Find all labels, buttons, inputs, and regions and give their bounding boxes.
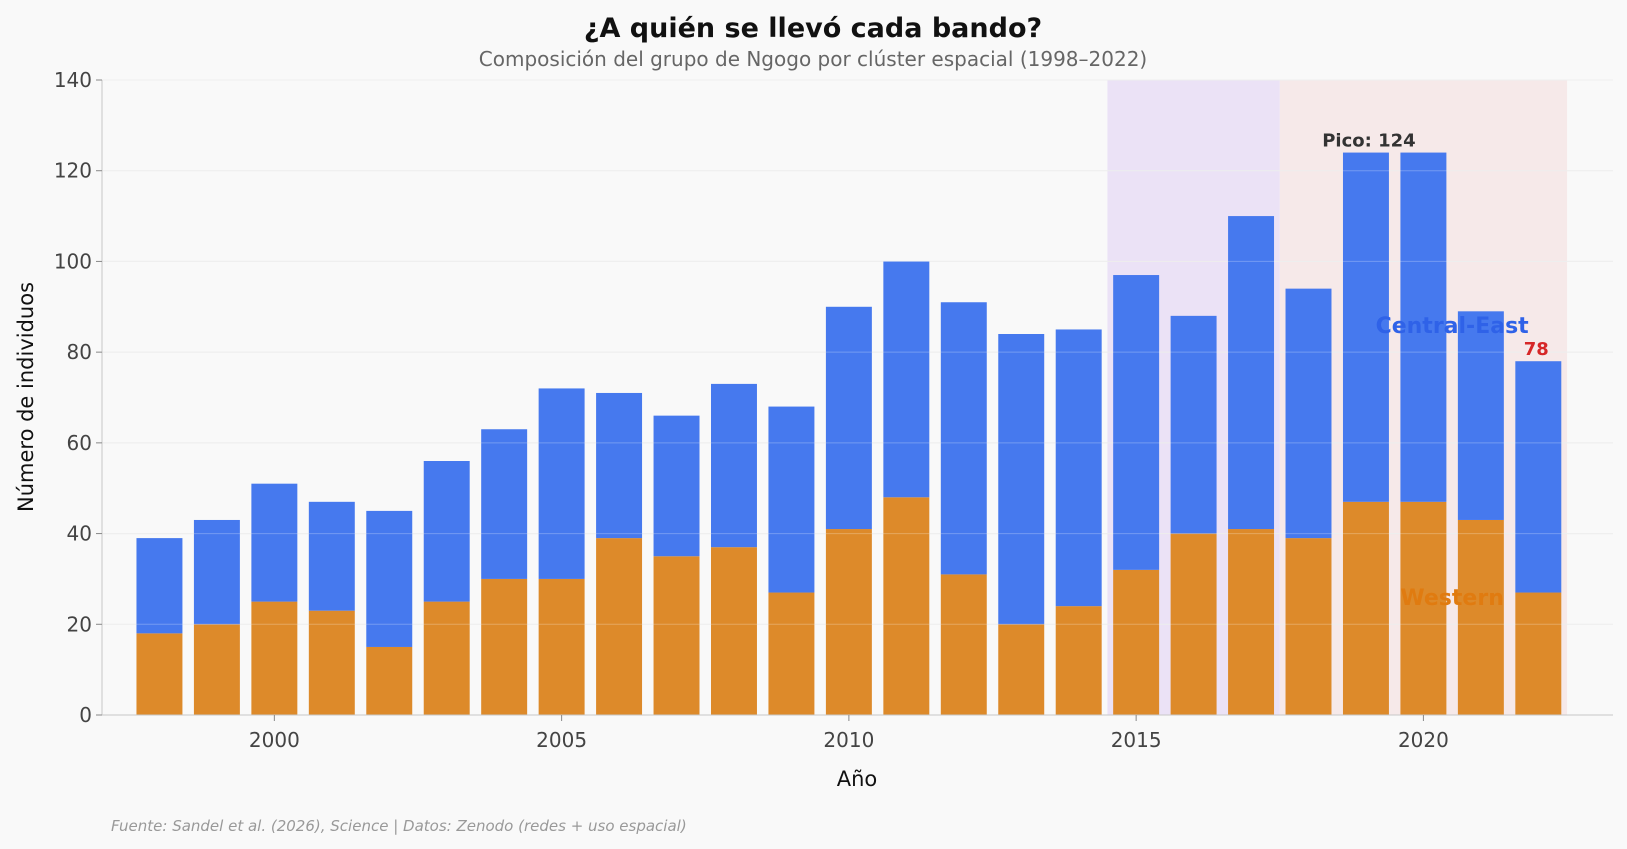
bar-central-east-2011 <box>883 261 930 498</box>
bar-central-east-2018 <box>1285 288 1332 539</box>
bar-western-2008 <box>710 547 757 715</box>
bar-western-2003 <box>423 601 470 715</box>
y-tick-label-140: 140 <box>54 68 92 92</box>
bar-western-2011 <box>883 497 930 715</box>
axes: 0 20 40 60 80 100 120 140 2000 2005 2010 2015 2020 <box>54 68 1613 752</box>
bar-western-2020 <box>1400 501 1447 715</box>
bar-western-2004 <box>481 578 528 715</box>
bar-western-2016 <box>1170 533 1217 715</box>
bars <box>102 79 1613 715</box>
x-tick-label-2015: 2015 <box>1111 728 1162 752</box>
bar-central-east-2015 <box>1113 275 1160 570</box>
series-label-central-east: Central-East <box>1376 314 1530 339</box>
bar-central-east-2019 <box>1342 152 1389 502</box>
bar-western-2005 <box>538 578 585 715</box>
x-tick-label-2010: 2010 <box>823 728 874 752</box>
y-tick-label-60: 60 <box>67 431 92 455</box>
bar-western-2015 <box>1113 569 1160 715</box>
bar-central-east-2020 <box>1400 152 1447 502</box>
last-value-annotation: 78 <box>1524 339 1549 360</box>
source-note: Fuente: Sandel et al. (2026), Science | … <box>111 817 687 835</box>
bar-central-east-2017 <box>1228 216 1275 530</box>
bar-central-east-2004 <box>481 429 528 579</box>
bar-western-2018 <box>1285 538 1332 715</box>
bar-central-east-2014 <box>1055 329 1102 607</box>
peak-annotation: Pico: 124 <box>1322 131 1415 152</box>
y-tick-label-100: 100 <box>54 249 92 273</box>
bar-central-east-2007 <box>653 415 700 557</box>
x-tick-label-2000: 2000 <box>249 728 300 752</box>
bar-western-2019 <box>1342 501 1389 715</box>
bar-central-east-2012 <box>940 302 987 575</box>
chart-title: ¿A quién se llevó cada bando? <box>584 13 1042 44</box>
y-tick-label-80: 80 <box>67 340 92 364</box>
bar-western-1999 <box>193 624 240 715</box>
x-tick-label-2020: 2020 <box>1398 728 1449 752</box>
bar-central-east-2001 <box>308 501 355 611</box>
bar-central-east-2021 <box>1457 311 1504 520</box>
bar-western-2000 <box>251 601 298 715</box>
bar-western-1998 <box>136 633 183 715</box>
bar-central-east-2006 <box>596 392 643 539</box>
bar-central-east-1999 <box>193 519 240 625</box>
bar-central-east-1998 <box>136 538 183 634</box>
bar-western-2002 <box>366 646 413 715</box>
y-tick-label-40: 40 <box>67 522 92 546</box>
y-tick-label-20: 20 <box>67 612 92 636</box>
bar-western-2014 <box>1055 606 1102 715</box>
bar-western-2006 <box>596 538 643 715</box>
bar-central-east-2016 <box>1170 315 1217 534</box>
bar-western-2012 <box>940 574 987 715</box>
bar-western-2013 <box>998 624 1045 715</box>
bar-western-2017 <box>1228 529 1275 715</box>
series-label-western: Western <box>1400 586 1503 611</box>
chart-subtitle: Composición del grupo de Ngogo por clúst… <box>479 47 1147 71</box>
bar-central-east-2005 <box>538 388 585 579</box>
bar-central-east-2000 <box>251 483 298 602</box>
x-axis-label: Año <box>837 767 878 791</box>
bar-western-2001 <box>308 610 355 715</box>
bar-central-east-2002 <box>366 510 413 647</box>
bar-western-2010 <box>825 529 872 715</box>
bar-central-east-2013 <box>998 334 1045 625</box>
bar-western-2007 <box>653 556 700 715</box>
bar-western-2021 <box>1457 519 1504 715</box>
bar-central-east-2022 <box>1515 361 1562 593</box>
y-tick-label-0: 0 <box>79 703 92 727</box>
bar-central-east-2008 <box>710 383 757 548</box>
y-axis-label: Número de individuos <box>14 282 38 512</box>
y-tick-label-120: 120 <box>54 159 92 183</box>
bar-central-east-2003 <box>423 461 470 602</box>
bar-central-east-2010 <box>825 306 872 530</box>
bar-central-east-2009 <box>768 406 815 593</box>
bar-western-2022 <box>1515 592 1562 715</box>
bar-western-2009 <box>768 592 815 715</box>
x-tick-label-2005: 2005 <box>536 728 587 752</box>
